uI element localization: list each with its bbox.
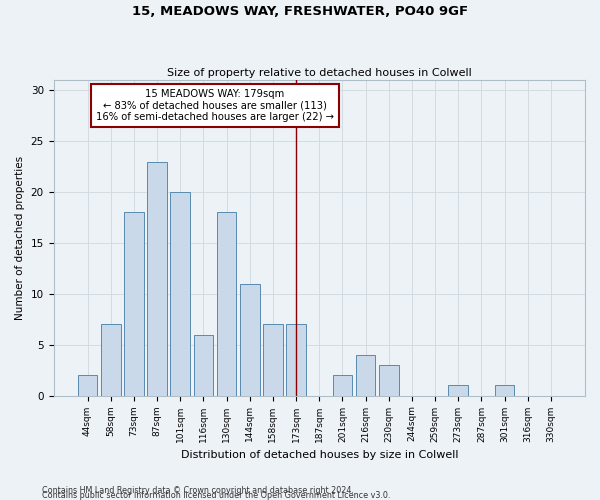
Bar [448, 386, 468, 396]
Bar [170, 192, 190, 396]
Text: 15, MEADOWS WAY, FRESHWATER, PO40 9GF: 15, MEADOWS WAY, FRESHWATER, PO40 9GF [132, 5, 468, 18]
Y-axis label: Number of detached properties: Number of detached properties [15, 156, 25, 320]
Bar [147, 162, 167, 396]
Bar [240, 284, 260, 396]
Text: 15 MEADOWS WAY: 179sqm
← 83% of detached houses are smaller (113)
16% of semi-de: 15 MEADOWS WAY: 179sqm ← 83% of detached… [96, 89, 334, 122]
Bar [356, 355, 376, 396]
Bar [194, 334, 213, 396]
Bar [263, 324, 283, 396]
Bar [77, 375, 97, 396]
Bar [217, 212, 236, 396]
Bar [379, 365, 398, 396]
Bar [495, 386, 514, 396]
Bar [124, 212, 144, 396]
Text: Contains public sector information licensed under the Open Government Licence v3: Contains public sector information licen… [42, 491, 391, 500]
Text: Contains HM Land Registry data © Crown copyright and database right 2024.: Contains HM Land Registry data © Crown c… [42, 486, 354, 495]
Bar [286, 324, 306, 396]
Bar [101, 324, 121, 396]
X-axis label: Distribution of detached houses by size in Colwell: Distribution of detached houses by size … [181, 450, 458, 460]
Bar [332, 375, 352, 396]
Title: Size of property relative to detached houses in Colwell: Size of property relative to detached ho… [167, 68, 472, 78]
